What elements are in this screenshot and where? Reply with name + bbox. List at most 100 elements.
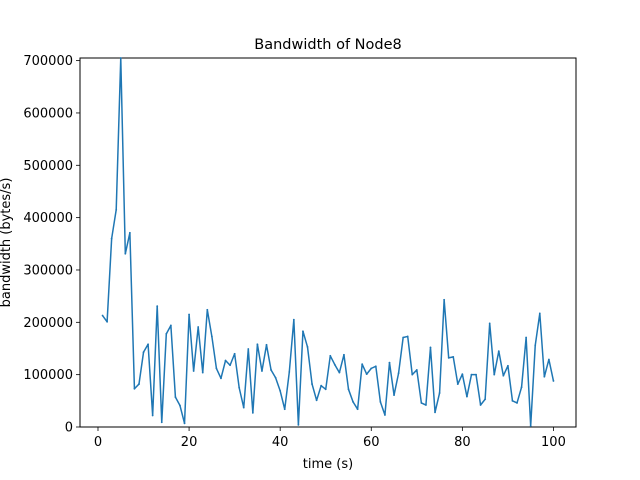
x-tick-label: 80: [454, 435, 471, 450]
data-point: [443, 298, 446, 301]
data-point: [484, 398, 487, 401]
y-tick-label: 100000: [23, 368, 73, 383]
data-point: [379, 400, 382, 403]
data-point: [333, 363, 336, 366]
x-tick-label: 40: [272, 435, 289, 450]
data-point: [434, 411, 436, 414]
bandwidth-series-line: [101, 57, 555, 427]
data-point: [525, 336, 528, 339]
data-point: [493, 373, 496, 376]
data-point: [183, 422, 186, 425]
data-point: [311, 383, 313, 385]
x-tick-label: 0: [94, 435, 102, 450]
data-point: [147, 343, 149, 346]
data-point: [438, 392, 441, 394]
data-point: [411, 373, 414, 376]
data-point: [138, 383, 140, 385]
y-tick-label: 200000: [23, 316, 73, 331]
data-point: [174, 396, 177, 399]
data-point: [347, 388, 350, 391]
data-point: [224, 359, 227, 362]
data-point: [365, 373, 368, 376]
data-point: [169, 324, 172, 327]
data-point: [497, 350, 500, 353]
data-point: [115, 208, 118, 211]
data-point: [488, 322, 491, 325]
data-point: [274, 376, 277, 379]
data-point: [397, 372, 400, 374]
data-point: [192, 370, 195, 372]
data-point: [165, 332, 168, 335]
data-point: [543, 375, 546, 378]
x-tick-label: 60: [363, 435, 380, 450]
data-point: [406, 335, 409, 338]
data-point: [256, 343, 259, 346]
data-point: [479, 404, 482, 406]
data-point: [529, 425, 532, 427]
data-point: [128, 231, 131, 234]
x-axis: 0 20 40 60 80 100: [94, 427, 566, 450]
data-point: [511, 399, 514, 402]
x-tick-label: 100: [541, 435, 566, 450]
data-point: [516, 402, 518, 404]
data-point: [160, 421, 163, 424]
y-tick-label: 600000: [23, 106, 73, 121]
data-point: [215, 367, 218, 370]
data-point: [156, 305, 159, 307]
data-point: [279, 389, 282, 392]
y-tick-label: 500000: [23, 159, 73, 174]
data-point: [210, 335, 213, 338]
x-axis-label: time (s): [303, 457, 353, 472]
chart-title: Bandwidth of Node8: [254, 37, 401, 53]
data-point: [338, 371, 341, 374]
data-point: [188, 313, 190, 316]
data-point: [288, 371, 291, 373]
data-point: [429, 346, 432, 349]
data-point: [402, 336, 405, 339]
data-point: [270, 369, 272, 371]
data-point: [197, 326, 200, 328]
data-point: [297, 424, 300, 426]
data-point: [552, 380, 555, 382]
data-point: [306, 346, 309, 348]
y-tick-label: 300000: [23, 263, 73, 278]
plot-area-frame: [79, 57, 577, 428]
data-point: [548, 358, 550, 361]
data-point: [324, 388, 327, 391]
data-point: [374, 365, 377, 368]
y-tick-label: 400000: [23, 211, 73, 226]
data-point: [151, 414, 154, 417]
data-point: [352, 400, 354, 403]
data-point: [106, 320, 108, 323]
y-tick-label: 0: [65, 421, 73, 436]
data-point: [133, 387, 136, 390]
data-point: [466, 395, 468, 398]
data-point: [507, 364, 509, 367]
y-axis: 0 100000 200000 300000 400000 500000 600000 700…: [23, 54, 80, 436]
data-point: [329, 354, 332, 357]
data-point: [179, 404, 181, 407]
data-point: [520, 386, 523, 389]
data-point: [302, 330, 304, 333]
x-tick-label: 20: [181, 435, 198, 450]
data-point: [420, 402, 423, 404]
data-point: [265, 343, 268, 346]
data-point: [247, 348, 250, 350]
y-axis-label: bandwidth (bytes/s): [0, 178, 14, 308]
data-point: [475, 373, 477, 376]
series-points: [101, 57, 555, 427]
data-point: [119, 57, 122, 59]
y-tick-label: 700000: [23, 54, 73, 69]
data-point: [315, 399, 318, 402]
data-point: [206, 308, 209, 311]
data-point: [425, 404, 427, 406]
data-point: [238, 386, 241, 389]
data-point: [361, 363, 364, 366]
data-point: [320, 384, 323, 387]
data-point: [388, 361, 391, 364]
data-point: [229, 364, 231, 367]
data-point: [343, 353, 345, 356]
data-point: [251, 411, 254, 414]
